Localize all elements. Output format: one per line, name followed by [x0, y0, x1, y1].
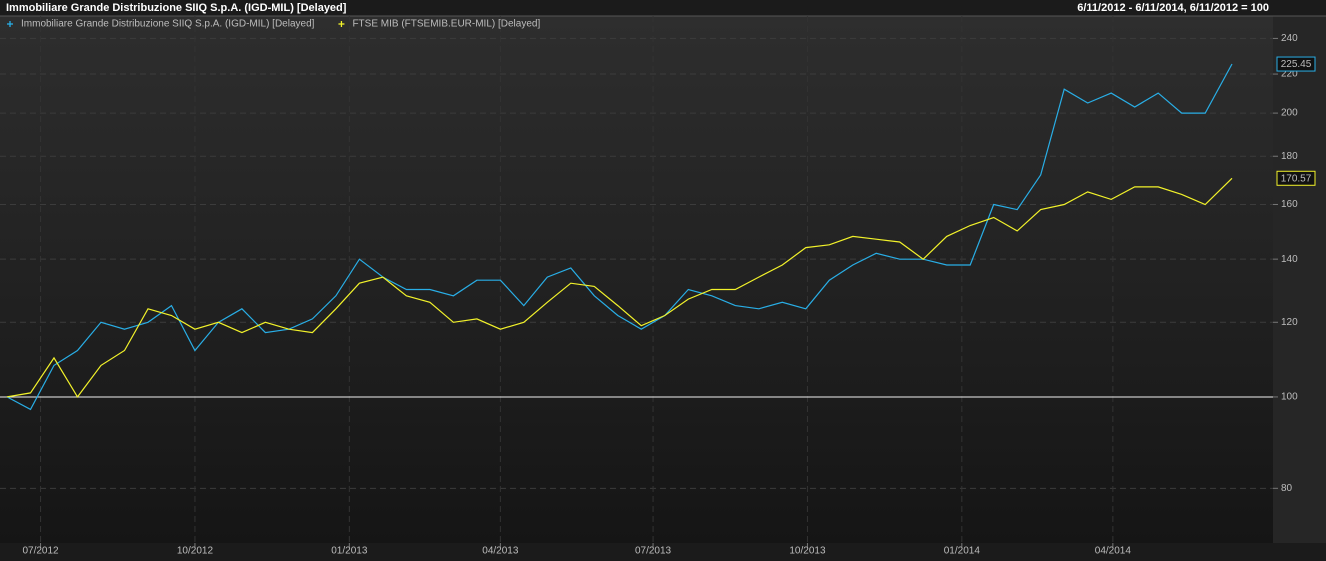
last-value-box: [1276, 170, 1316, 186]
y-tick-label: 100: [1281, 392, 1298, 403]
series-line: [6, 177, 1233, 398]
y-tick-label: 140: [1281, 254, 1298, 265]
y-tick-label: 220: [1281, 69, 1298, 80]
y-tick-label: 80: [1281, 483, 1293, 494]
x-tick-label: 04/2014: [1095, 546, 1132, 557]
last-value-label: 170.57: [1281, 173, 1312, 184]
x-tick-label: 01/2013: [331, 546, 368, 557]
x-tick-label: 04/2013: [482, 546, 519, 557]
x-tick-label: 10/2012: [177, 546, 214, 557]
x-tick-label: 10/2013: [789, 546, 826, 557]
series-line: [6, 63, 1233, 411]
y-axis-panel: [1273, 16, 1326, 543]
x-tick-label: 07/2012: [22, 546, 59, 557]
y-tick-label: 120: [1281, 317, 1298, 328]
y-tick-label: 160: [1281, 199, 1298, 210]
x-tick-label: 07/2013: [635, 546, 672, 557]
chart-title: Immobiliare Grande Distribuzione SIIQ S.…: [6, 2, 347, 14]
plot-area: [0, 16, 1273, 543]
legend-label: FTSE MIB (FTSEMIB.EUR-MIL) [Delayed]: [352, 19, 540, 30]
x-tick-label: 01/2014: [944, 546, 981, 557]
y-tick-label: 200: [1281, 108, 1298, 119]
last-value-label: 225.45: [1281, 59, 1312, 70]
y-tick-label: 240: [1281, 33, 1298, 44]
y-tick-label: 180: [1281, 151, 1298, 162]
last-value-box: [1276, 56, 1316, 72]
chart-subtitle: 6/11/2012 - 6/11/2014, 6/11/2012 = 100: [1077, 2, 1269, 14]
legend-label: Immobiliare Grande Distribuzione SIIQ S.…: [21, 19, 315, 30]
